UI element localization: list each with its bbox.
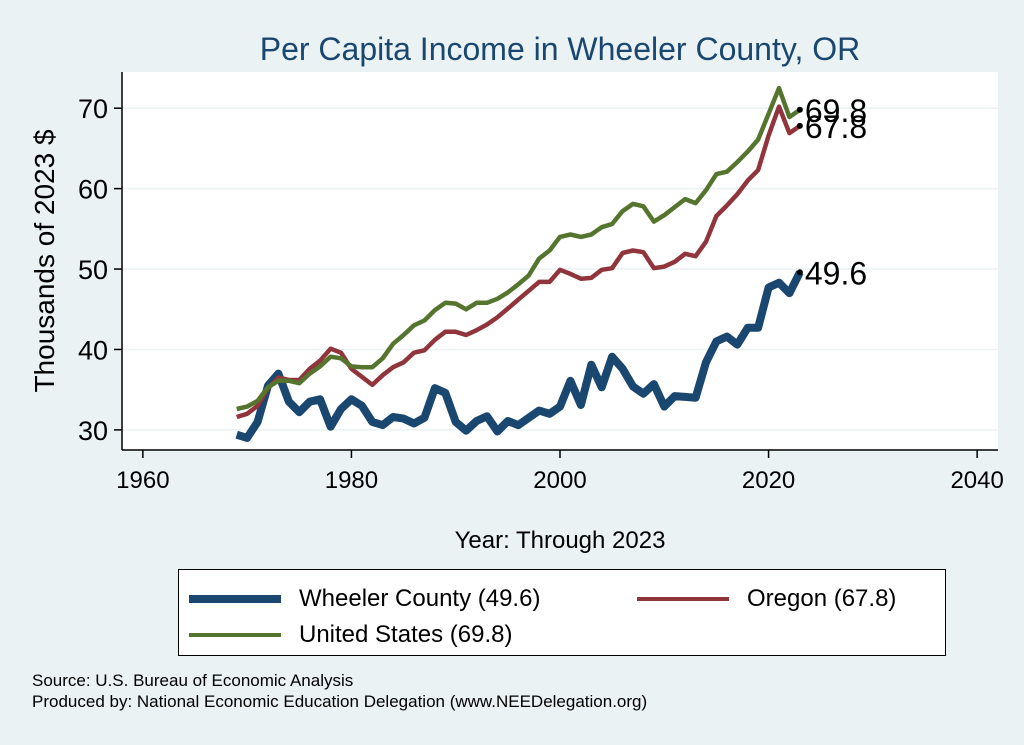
end-marker-united-states xyxy=(796,106,803,113)
y-tick-label-30: 30 xyxy=(78,416,108,446)
series-line-oregon xyxy=(236,104,802,420)
x-tick-label-1980: 1980 xyxy=(325,467,378,494)
source-note: Source: U.S. Bureau of Economic Analysis… xyxy=(32,670,647,712)
legend-label-oregon: Oregon (67.8) xyxy=(747,585,897,612)
end-label-wheeler-county: 49.6 xyxy=(805,255,867,291)
series-group xyxy=(235,85,804,442)
legend-swatch-oregon xyxy=(637,596,729,602)
chart-title: Per Capita Income in Wheeler County, OR xyxy=(260,31,861,67)
legend-swatch-us xyxy=(189,632,281,638)
end-label-united-states: 69.8 xyxy=(805,93,867,129)
legend-item-wheeler: Wheeler County (49.6) xyxy=(189,585,540,613)
legend-swatch-wheeler xyxy=(189,595,281,603)
end-marker-wheeler-county xyxy=(796,269,803,276)
x-tick-label-2000: 2000 xyxy=(533,467,586,494)
y-tick-label-40: 40 xyxy=(78,335,108,365)
axes: 30 40 50 60 70 1960 1980 2000 2020 2040 xyxy=(78,72,1004,494)
legend-item-oregon: Oregon (67.8) xyxy=(637,585,896,613)
x-tick-label-2020: 2020 xyxy=(742,467,795,494)
end-labels: 49.6 67.869.8 xyxy=(796,93,867,291)
legend-label-wheeler: Wheeler County (49.6) xyxy=(299,585,541,612)
end-label-oregon: 67.8 xyxy=(805,109,867,145)
x-tick-label-1960: 1960 xyxy=(116,467,169,494)
legend-item-us: United States (69.8) xyxy=(189,621,512,649)
series-line-wheeler-county xyxy=(235,270,804,442)
x-axis-label: Year: Through 2023 xyxy=(455,527,666,554)
y-axis-label: Thousands of 2023 $ xyxy=(29,129,60,393)
source-line: Source: U.S. Bureau of Economic Analysis xyxy=(32,671,354,690)
x-tick-label-2040: 2040 xyxy=(950,467,1003,494)
y-tick-label-70: 70 xyxy=(78,94,108,124)
legend-label-us: United States (69.8) xyxy=(299,621,513,648)
series-line-united-states xyxy=(236,85,802,412)
y-tick-label-50: 50 xyxy=(78,255,108,285)
legend: Wheeler County (49.6) Oregon (67.8) Unit… xyxy=(178,569,946,656)
end-marker-oregon xyxy=(796,122,803,129)
y-tick-label-60: 60 xyxy=(78,175,108,205)
produced-by-line: Produced by: National Economic Education… xyxy=(32,692,648,711)
